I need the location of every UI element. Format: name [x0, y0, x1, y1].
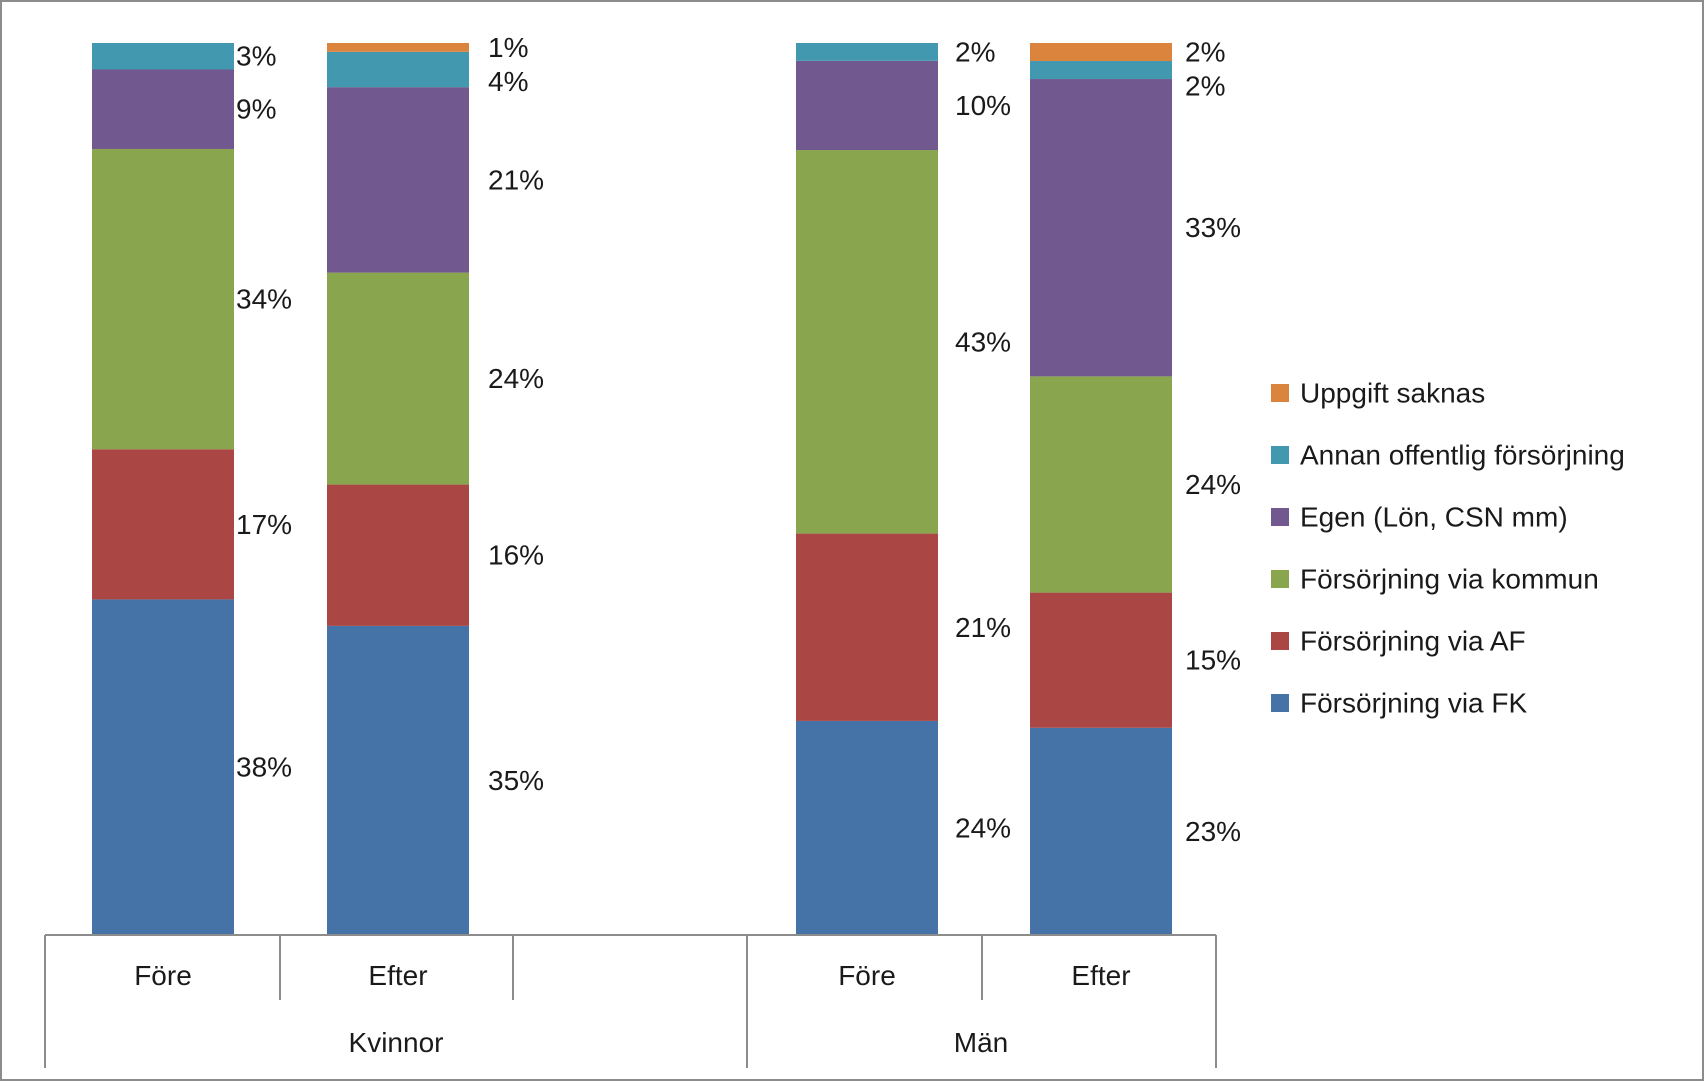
legend-swatch-uppgift-saknas [1271, 384, 1289, 402]
bar-segment-kvinnor-efter-forsorjning-via-kommun [327, 272, 469, 485]
data-label: 17% [236, 509, 292, 540]
data-label: 24% [488, 363, 544, 394]
legend-label: Annan offentlig försörjning [1300, 440, 1625, 471]
data-label: 33% [1185, 212, 1241, 243]
category-axis: Före Efter Före Efter Kvinnor Män [44, 934, 1217, 1068]
bar-segment-kvinnor-efter-egen-lon-csn-mm [327, 87, 469, 273]
legend-swatch-egen-lon-csn-mm [1271, 508, 1289, 526]
bar-segment-man-efter-forsorjning-via-kommun [1030, 376, 1172, 593]
legend-label: Uppgift saknas [1300, 378, 1485, 409]
bar-segment-kvinnor-efter-uppgift-saknas [327, 43, 469, 52]
data-label: 3% [236, 41, 276, 72]
legend-swatch-forsorjning-via-fk [1271, 694, 1289, 712]
x-tick-label: Före [838, 960, 896, 991]
data-label: 2% [955, 36, 995, 67]
bar-segment-man-fore-forsorjning-via-af [796, 533, 938, 721]
x-group-label: Kvinnor [349, 1027, 444, 1058]
data-label: 4% [488, 66, 528, 97]
data-label: 23% [1185, 816, 1241, 847]
bar-segment-kvinnor-fore-forsorjning-via-kommun [92, 148, 234, 450]
bar-segment-man-efter-forsorjning-via-fk [1030, 727, 1172, 935]
data-label: 34% [236, 284, 292, 315]
bar-segment-kvinnor-efter-forsorjning-via-af [327, 484, 469, 626]
data-label: 15% [1185, 645, 1241, 676]
data-label: 24% [1185, 469, 1241, 500]
data-label: 24% [955, 812, 1011, 843]
data-label: 2% [1185, 37, 1225, 68]
bar-segment-man-efter-egen-lon-csn-mm [1030, 79, 1172, 377]
x-tick-label: Efter [368, 960, 427, 991]
data-label: 1% [488, 32, 528, 63]
legend-label: Försörjning via FK [1300, 688, 1528, 719]
bar-segment-man-fore-forsorjning-via-fk [796, 720, 938, 935]
data-label: 21% [955, 612, 1011, 643]
legend-label: Egen (Lön, CSN mm) [1300, 502, 1568, 533]
legend-swatch-annan-offentlig-forsorjning [1271, 446, 1289, 464]
legend: Uppgift saknas Annan offentlig försörjnin… [1271, 378, 1625, 719]
legend-label: Försörjning via kommun [1300, 564, 1599, 595]
data-label: 16% [488, 540, 544, 571]
data-label: 9% [236, 94, 276, 125]
bar-segment-man-efter-annan-offentlig-forsorjning [1030, 61, 1172, 80]
legend-swatch-forsorjning-via-af [1271, 632, 1289, 650]
bar-segment-kvinnor-fore-forsorjning-via-fk [92, 599, 234, 935]
x-tick-label: Före [134, 960, 192, 991]
data-label: 38% [236, 752, 292, 783]
legend-label: Försörjning via AF [1300, 626, 1526, 657]
data-label: 2% [1185, 71, 1225, 102]
bar-segment-man-fore-egen-lon-csn-mm [796, 60, 938, 151]
bar-segment-kvinnor-fore-forsorjning-via-af [92, 449, 234, 600]
x-group-label: Män [954, 1027, 1008, 1058]
data-label: 35% [488, 765, 544, 796]
bars-layer [92, 43, 1172, 935]
bar-segment-man-fore-annan-offentlig-forsorjning [796, 43, 938, 61]
x-tick-label: Efter [1071, 960, 1130, 991]
bar-segment-kvinnor-fore-annan-offentlig-forsorjning [92, 43, 234, 70]
bar-segment-man-fore-forsorjning-via-kommun [796, 150, 938, 534]
bar-segment-man-efter-forsorjning-via-af [1030, 592, 1172, 728]
bar-segment-man-efter-uppgift-saknas [1030, 43, 1172, 62]
data-label: 21% [488, 164, 544, 195]
bar-segment-kvinnor-efter-forsorjning-via-fk [327, 625, 469, 935]
bar-segment-kvinnor-efter-annan-offentlig-forsorjning [327, 51, 469, 88]
legend-swatch-forsorjning-via-kommun [1271, 570, 1289, 588]
data-labels-layer: 38% 17% 34% 9% 3% 35% 16% 24% 21% 4%1% 24% 21% 43% 10… [236, 32, 1241, 847]
data-label: 43% [955, 326, 1011, 357]
data-label: 10% [955, 90, 1011, 121]
bar-segment-kvinnor-fore-egen-lon-csn-mm [92, 69, 234, 149]
